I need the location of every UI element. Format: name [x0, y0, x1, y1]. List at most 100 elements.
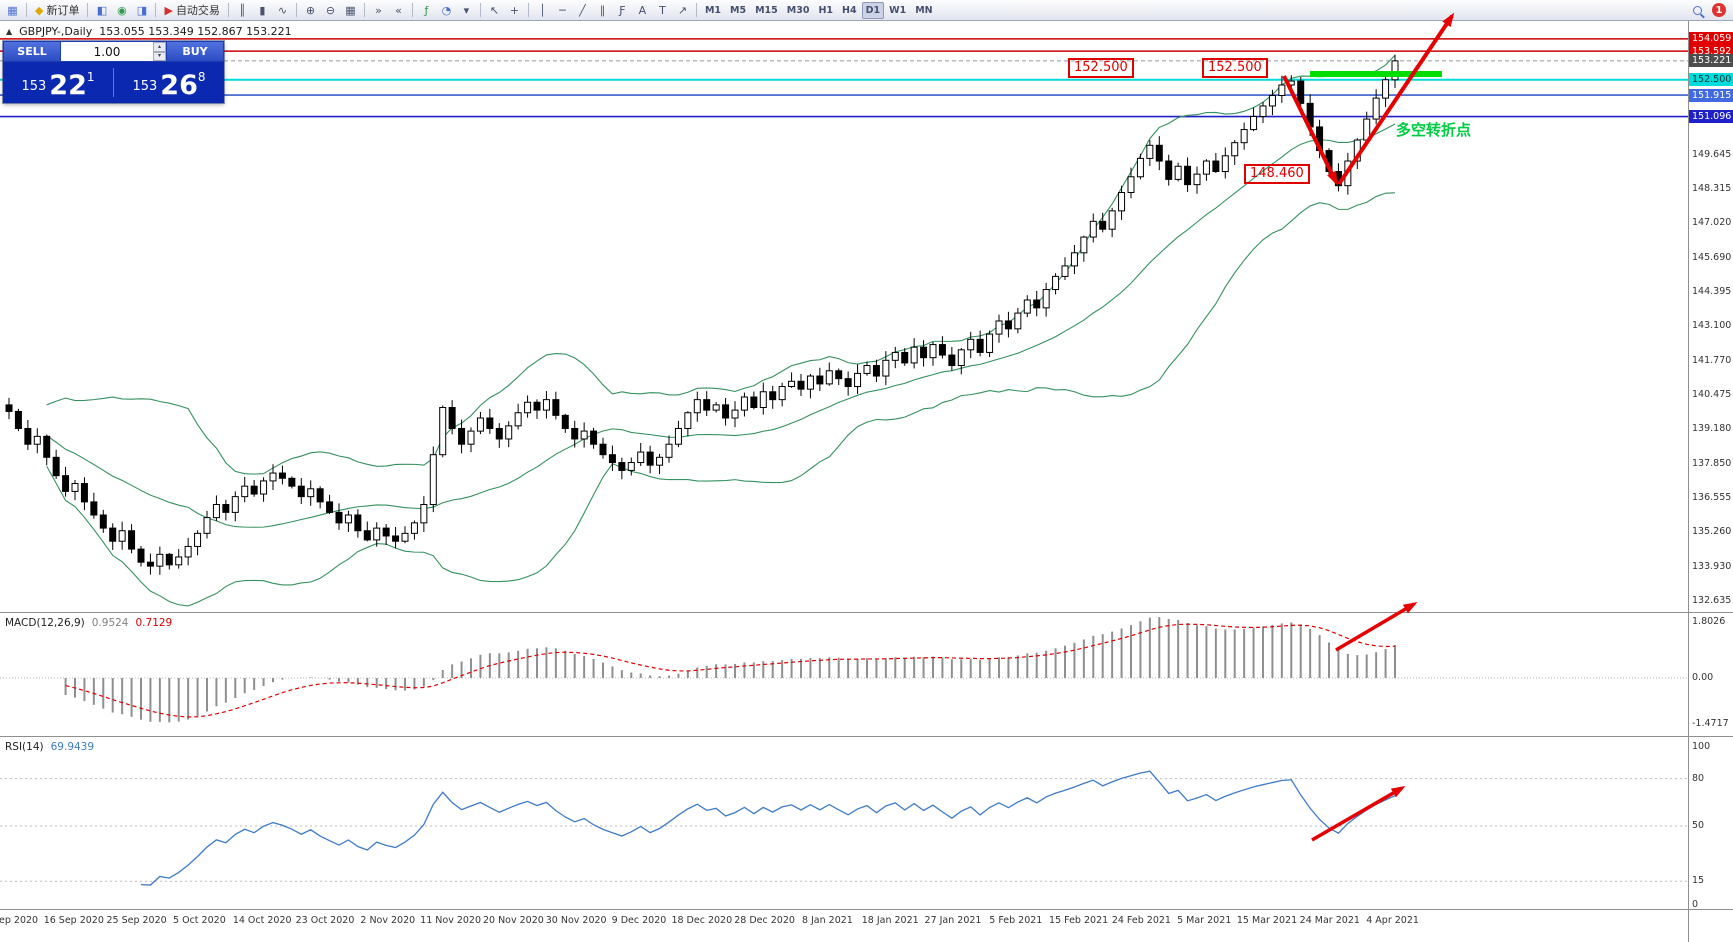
label-icon[interactable]: T: [653, 2, 672, 19]
toolbar-separator: [87, 3, 89, 17]
date-label: 9 Dec 2020: [611, 915, 667, 926]
tf-h1-button-label: H1: [818, 4, 834, 16]
search-button[interactable]: [1688, 2, 1707, 19]
auto-trading-button[interactable]: ▶ 自动交易: [160, 2, 223, 19]
buy-price[interactable]: 153 26 8: [114, 62, 224, 103]
candle-body: [1004, 320, 1012, 330]
tf-m15-button[interactable]: M15: [751, 2, 782, 19]
candle-body: [1240, 129, 1248, 144]
periods-icon[interactable]: ◔: [437, 2, 456, 19]
price-annotation-152500-right[interactable]: 152.500: [1202, 58, 1268, 78]
fibonacci-icon[interactable]: Ƒ: [613, 2, 632, 19]
support-zone-highlight[interactable]: [1310, 71, 1442, 77]
rsi-name: RSI(14): [5, 741, 44, 753]
trendline-icon[interactable]: ╱: [573, 2, 592, 19]
tf-h4-button[interactable]: H4: [838, 2, 861, 19]
candle-body: [806, 375, 814, 390]
terminal-icon[interactable]: ◨: [132, 2, 151, 19]
bar-chart-icon[interactable]: ║: [233, 2, 252, 19]
candle-body: [1089, 220, 1097, 238]
candle-body: [637, 451, 645, 464]
buy-price-sup: 8: [197, 70, 206, 84]
chart-shift-icon[interactable]: «: [389, 2, 408, 19]
candle-body: [1127, 176, 1135, 193]
macd-scale-label: -1.4717: [1692, 718, 1729, 729]
toolbar-separator: [295, 3, 297, 17]
trade-panel-controls: SELL ▴ ▾ BUY: [3, 41, 224, 62]
candle-body: [137, 548, 145, 563]
candle-body: [354, 514, 362, 532]
price-scale-label: 135.260: [1692, 526, 1732, 537]
turning-point-label[interactable]: 多空转折点: [1396, 121, 1472, 139]
crosshair-icon[interactable]: +: [505, 2, 524, 19]
sell-button[interactable]: SELL: [3, 41, 61, 62]
tf-m1-button[interactable]: M1: [701, 2, 725, 19]
tf-mn-button-label: MN: [915, 4, 933, 16]
tile-windows-icon[interactable]: ▦: [341, 2, 360, 19]
price-scale-label: 132.635: [1692, 595, 1732, 606]
tf-w1-button[interactable]: W1: [885, 2, 910, 19]
candle-body: [844, 378, 852, 388]
volume-increase-button[interactable]: ▴: [153, 42, 166, 52]
tf-m5-button-label: M5: [730, 4, 747, 16]
zoom-out-icon[interactable]: ⊖: [321, 2, 340, 19]
templates-icon[interactable]: ▾: [457, 2, 476, 19]
candle-body: [920, 346, 928, 359]
indicators-icon[interactable]: ƒ: [417, 2, 436, 19]
new-order-button[interactable]: ◆ 新订单: [31, 2, 83, 19]
tf-d1-button-label: D1: [865, 4, 881, 16]
candle-body: [344, 514, 352, 524]
volume-decrease-button[interactable]: ▾: [153, 51, 166, 61]
candle-body: [646, 451, 654, 466]
tf-d1-button[interactable]: D1: [861, 1, 885, 19]
candle-body: [1212, 160, 1220, 173]
candle-body: [1108, 210, 1116, 230]
date-label: 8 Jan 2021: [801, 915, 853, 926]
candle-body: [326, 501, 334, 513]
candle-body: [938, 344, 946, 356]
tf-mn-button[interactable]: MN: [911, 2, 936, 19]
notification-badge[interactable]: 1: [1712, 3, 1726, 17]
zoom-in-icon-glyph: ⊕: [305, 3, 316, 17]
rsi-scale-label: 0: [1692, 899, 1699, 910]
vertical-line-icon[interactable]: │: [533, 2, 552, 19]
price-tag-153.221: 153.221: [1689, 54, 1733, 67]
volume-input[interactable]: [61, 42, 153, 61]
line-chart-icon[interactable]: ∿: [273, 2, 292, 19]
trade-panel-toggle-icon[interactable]: ▲: [6, 27, 13, 36]
candle-body: [986, 333, 994, 353]
candle-body: [316, 488, 324, 503]
trend-arrow-up[interactable]: [1337, 12, 1455, 186]
rsi-arrow[interactable]: [1311, 785, 1406, 842]
auto-scroll-icon[interactable]: »: [369, 2, 388, 19]
cursor-icon[interactable]: ↖: [485, 2, 504, 19]
sell-price[interactable]: 153 22 1: [3, 62, 113, 103]
price-tag-151.096: 151.096: [1689, 110, 1733, 123]
shapes-icon[interactable]: ↗: [673, 2, 692, 19]
candle-body: [194, 532, 202, 547]
cursor-icon-glyph: ↖: [489, 3, 500, 17]
navigator-icon[interactable]: ◉: [112, 2, 131, 19]
market-watch-icon[interactable]: ◧: [92, 2, 111, 19]
tf-h1-button[interactable]: H1: [814, 2, 837, 19]
zoom-in-icon[interactable]: ⊕: [301, 2, 320, 19]
candle-body: [571, 427, 579, 440]
price-annotation-152500-left[interactable]: 152.500: [1068, 58, 1134, 78]
price-annotation-148460[interactable]: 148.460: [1244, 164, 1310, 184]
candle-body: [580, 430, 588, 440]
tf-m30-button[interactable]: M30: [783, 2, 814, 19]
buy-button[interactable]: BUY: [166, 41, 224, 62]
chart-shift-icon-glyph: «: [395, 3, 402, 17]
date-label: 20 Nov 2020: [482, 915, 544, 926]
date-label: 14 Oct 2020: [232, 915, 292, 926]
candle-body: [1353, 139, 1361, 162]
macd-arrow[interactable]: [1335, 601, 1418, 652]
candlestick-chart-icon[interactable]: ▮: [253, 2, 272, 19]
new-chart-icon[interactable]: ▦: [3, 2, 22, 19]
tf-m5-button[interactable]: M5: [726, 2, 750, 19]
horizontal-line-icon[interactable]: ─: [553, 2, 572, 19]
channel-icon[interactable]: ∥: [593, 2, 612, 19]
text-icon[interactable]: A: [633, 2, 652, 19]
candle-body: [52, 456, 60, 477]
